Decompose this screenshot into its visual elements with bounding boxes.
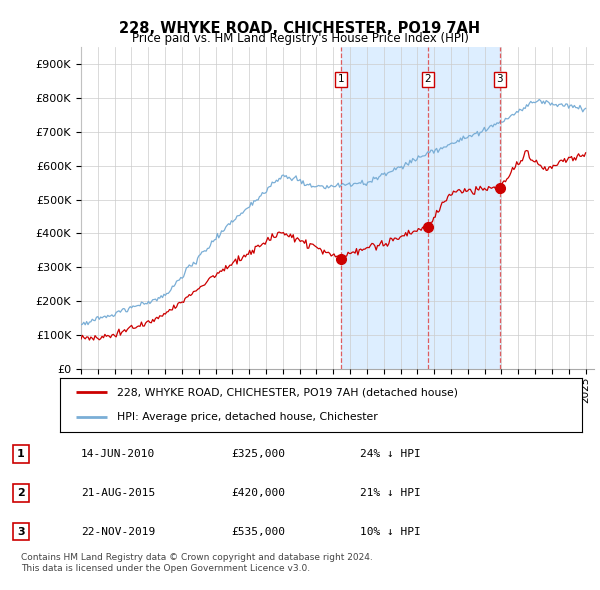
Text: 3: 3 xyxy=(496,74,503,84)
Text: 2: 2 xyxy=(425,74,431,84)
Text: Contains HM Land Registry data © Crown copyright and database right 2024.
This d: Contains HM Land Registry data © Crown c… xyxy=(21,553,373,573)
Text: 1: 1 xyxy=(338,74,344,84)
Text: 2: 2 xyxy=(17,488,25,497)
Text: 21% ↓ HPI: 21% ↓ HPI xyxy=(360,488,421,497)
Text: 228, WHYKE ROAD, CHICHESTER, PO19 7AH (detached house): 228, WHYKE ROAD, CHICHESTER, PO19 7AH (d… xyxy=(118,387,458,397)
Text: £535,000: £535,000 xyxy=(231,527,285,536)
Text: 10% ↓ HPI: 10% ↓ HPI xyxy=(360,527,421,536)
Text: Price paid vs. HM Land Registry's House Price Index (HPI): Price paid vs. HM Land Registry's House … xyxy=(131,32,469,45)
Text: £420,000: £420,000 xyxy=(231,488,285,497)
Text: 22-NOV-2019: 22-NOV-2019 xyxy=(81,527,155,536)
Text: 228, WHYKE ROAD, CHICHESTER, PO19 7AH: 228, WHYKE ROAD, CHICHESTER, PO19 7AH xyxy=(119,21,481,35)
Bar xyxy=(341,47,500,369)
Text: HPI: Average price, detached house, Chichester: HPI: Average price, detached house, Chic… xyxy=(118,412,378,422)
Text: £325,000: £325,000 xyxy=(231,449,285,458)
Text: 14-JUN-2010: 14-JUN-2010 xyxy=(81,449,155,458)
Text: 21-AUG-2015: 21-AUG-2015 xyxy=(81,488,155,497)
Text: 3: 3 xyxy=(17,527,25,536)
Text: 1: 1 xyxy=(17,449,25,458)
Text: 24% ↓ HPI: 24% ↓ HPI xyxy=(360,449,421,458)
